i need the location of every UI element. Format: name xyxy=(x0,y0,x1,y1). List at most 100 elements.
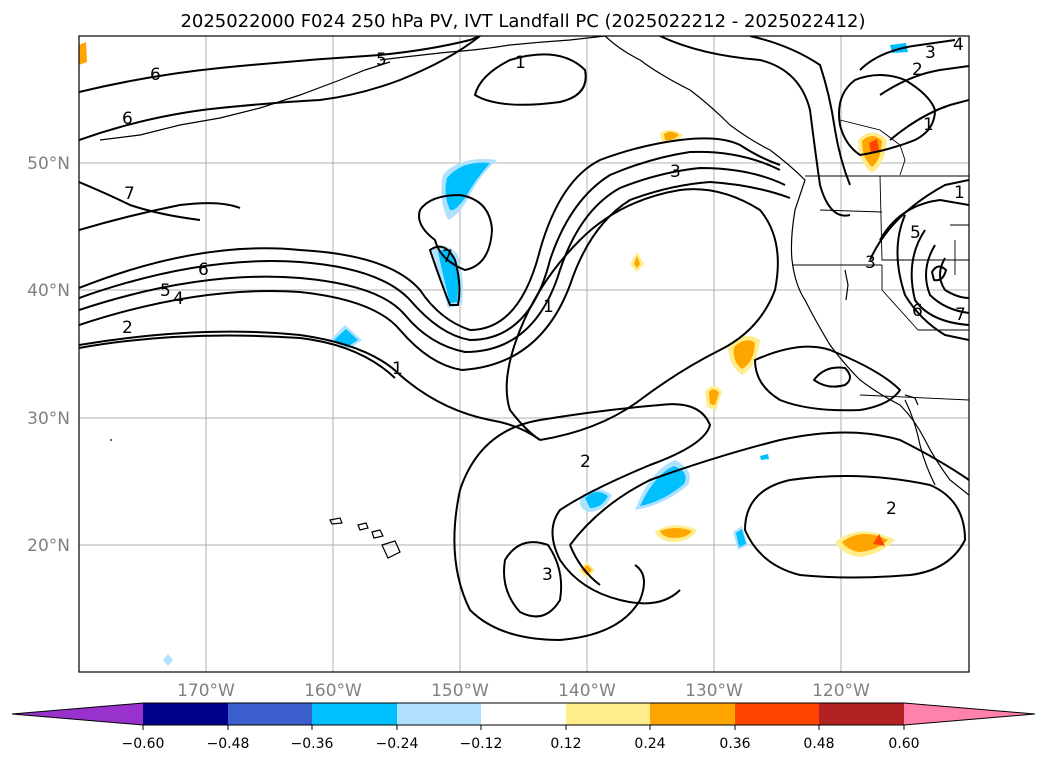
coastline-aleutians xyxy=(99,61,391,141)
contour-label: 7 xyxy=(124,184,135,204)
island-maui xyxy=(371,529,384,539)
pv-contour xyxy=(896,214,969,341)
colorbar-segment xyxy=(481,703,566,725)
lat-label-40n: 40°N xyxy=(27,281,70,301)
border-us-mexico xyxy=(859,394,969,401)
contour-label: 5 xyxy=(376,50,387,70)
lat-label-20n: 20°N xyxy=(27,536,70,556)
contour-label: 1 xyxy=(923,115,934,135)
pv-contour xyxy=(79,137,781,331)
contour-label: 2 xyxy=(580,452,591,472)
pv-contour xyxy=(79,36,481,93)
colorbar: −0.60 −0.48 −0.36 −0.24 −0.12 0.12 0.24 … xyxy=(11,702,1036,752)
negative-anomaly-fill xyxy=(163,654,173,666)
pv-contour xyxy=(939,257,969,299)
coastline-baja xyxy=(904,399,936,486)
pv-contour xyxy=(79,181,791,371)
colorbar-segment xyxy=(566,703,650,725)
lat-label-50n: 50°N xyxy=(27,154,70,174)
colorbar-segment xyxy=(819,703,904,725)
pv-contour xyxy=(569,544,601,586)
pv-contours xyxy=(79,36,969,641)
positive-anomaly-fill xyxy=(873,534,885,546)
longitude-labels: 170°W 160°W 150°W 140°W 130°W 120°W xyxy=(177,681,870,701)
lon-label-140w: 140°W xyxy=(558,681,616,701)
colorbar-tick-label: 0.60 xyxy=(888,736,919,752)
coastline-alaska-canada xyxy=(604,36,806,211)
pv-contour xyxy=(754,345,901,412)
contour-label: 1 xyxy=(954,183,965,203)
border-us-states xyxy=(881,265,919,331)
colorbar-segment xyxy=(735,703,819,725)
border-us-states xyxy=(879,175,969,261)
colorbar-tick-label: −0.24 xyxy=(376,736,419,752)
colorbar-segment xyxy=(397,703,481,725)
pv-contour xyxy=(859,39,956,71)
colorbar-tick-label: −0.60 xyxy=(122,736,165,752)
positive-anomaly-fill xyxy=(733,340,755,369)
contour-label: 5 xyxy=(910,223,921,243)
political-borders xyxy=(792,119,969,401)
contour-label: 1 xyxy=(515,53,526,73)
lat-label-30n: 30°N xyxy=(27,409,70,429)
pv-contour xyxy=(79,334,396,379)
pv-contour xyxy=(459,403,711,605)
contour-label: 7 xyxy=(442,247,453,267)
map-background xyxy=(79,36,969,672)
colorbar-extend-max xyxy=(904,703,1035,725)
contour-label: 1 xyxy=(392,359,403,379)
coastline-inland-lake xyxy=(844,269,849,301)
contour-label: 2 xyxy=(122,318,133,338)
map-frame xyxy=(78,35,970,673)
lon-label-150w: 150°W xyxy=(431,681,489,701)
contour-label: 6 xyxy=(150,65,161,85)
negative-anomaly-fill xyxy=(445,162,490,211)
island-hawaii xyxy=(381,540,401,559)
coastline-alaska-south xyxy=(379,36,606,61)
contour-label: 6 xyxy=(912,301,923,321)
colorbar-tick-label: −0.12 xyxy=(460,736,503,752)
pv-contour xyxy=(889,99,969,141)
island-oahu xyxy=(357,522,369,531)
coastlines xyxy=(99,36,969,559)
pv-contour xyxy=(429,245,461,306)
pv-contour xyxy=(79,330,541,441)
negative-anomaly-fill xyxy=(585,491,608,508)
colorbar-tick-label: −0.36 xyxy=(291,736,334,752)
colorbar-tick-label: −0.48 xyxy=(207,736,250,752)
border-us-states xyxy=(819,209,883,213)
pv-contour xyxy=(453,489,645,641)
contour-label: 4 xyxy=(173,289,184,309)
contour-label: 3 xyxy=(925,43,936,63)
negative-anomaly-fill xyxy=(736,529,746,547)
latitude-labels: 50°N 40°N 30°N 20°N xyxy=(27,154,70,556)
lon-label-120w: 120°W xyxy=(812,681,870,701)
negative-anomaly-fill xyxy=(640,466,686,506)
map-title: 2025022000 F024 250 hPa PV, IVT Landfall… xyxy=(180,11,865,32)
pv-contour xyxy=(503,541,563,618)
contour-label: 5 xyxy=(160,281,171,301)
positive-anomaly-fill xyxy=(869,139,879,153)
pv-contour xyxy=(418,194,493,271)
contour-label: 6 xyxy=(198,260,209,280)
positive-anomaly-fill xyxy=(660,528,692,538)
pv-contour xyxy=(505,188,779,441)
pv-contour xyxy=(569,431,969,546)
pv-contour xyxy=(79,167,786,353)
negative-anomaly-fill xyxy=(760,454,769,460)
coastline-gulf-california xyxy=(904,394,919,406)
pv-contour xyxy=(749,36,851,186)
contour-labels: 6 6 7 6 5 4 2 1 7 3 1 2 3 5 2 1 1 5 3 6 … xyxy=(122,35,966,585)
pv-contour xyxy=(879,65,969,96)
colorbar-ticks xyxy=(142,725,905,730)
colorbar-tick-label: 0.36 xyxy=(719,736,750,752)
colorbar-segment xyxy=(650,703,735,725)
colorbar-tick-label: 0.48 xyxy=(803,736,834,752)
positive-anomaly-fill xyxy=(582,565,592,575)
contour-label: 3 xyxy=(865,253,876,273)
pv-contour xyxy=(869,179,969,261)
contour-label: 4 xyxy=(953,35,964,55)
lon-label-170w: 170°W xyxy=(177,681,235,701)
positive-anomaly-fill xyxy=(79,42,87,65)
lon-label-160w: 160°W xyxy=(304,681,362,701)
